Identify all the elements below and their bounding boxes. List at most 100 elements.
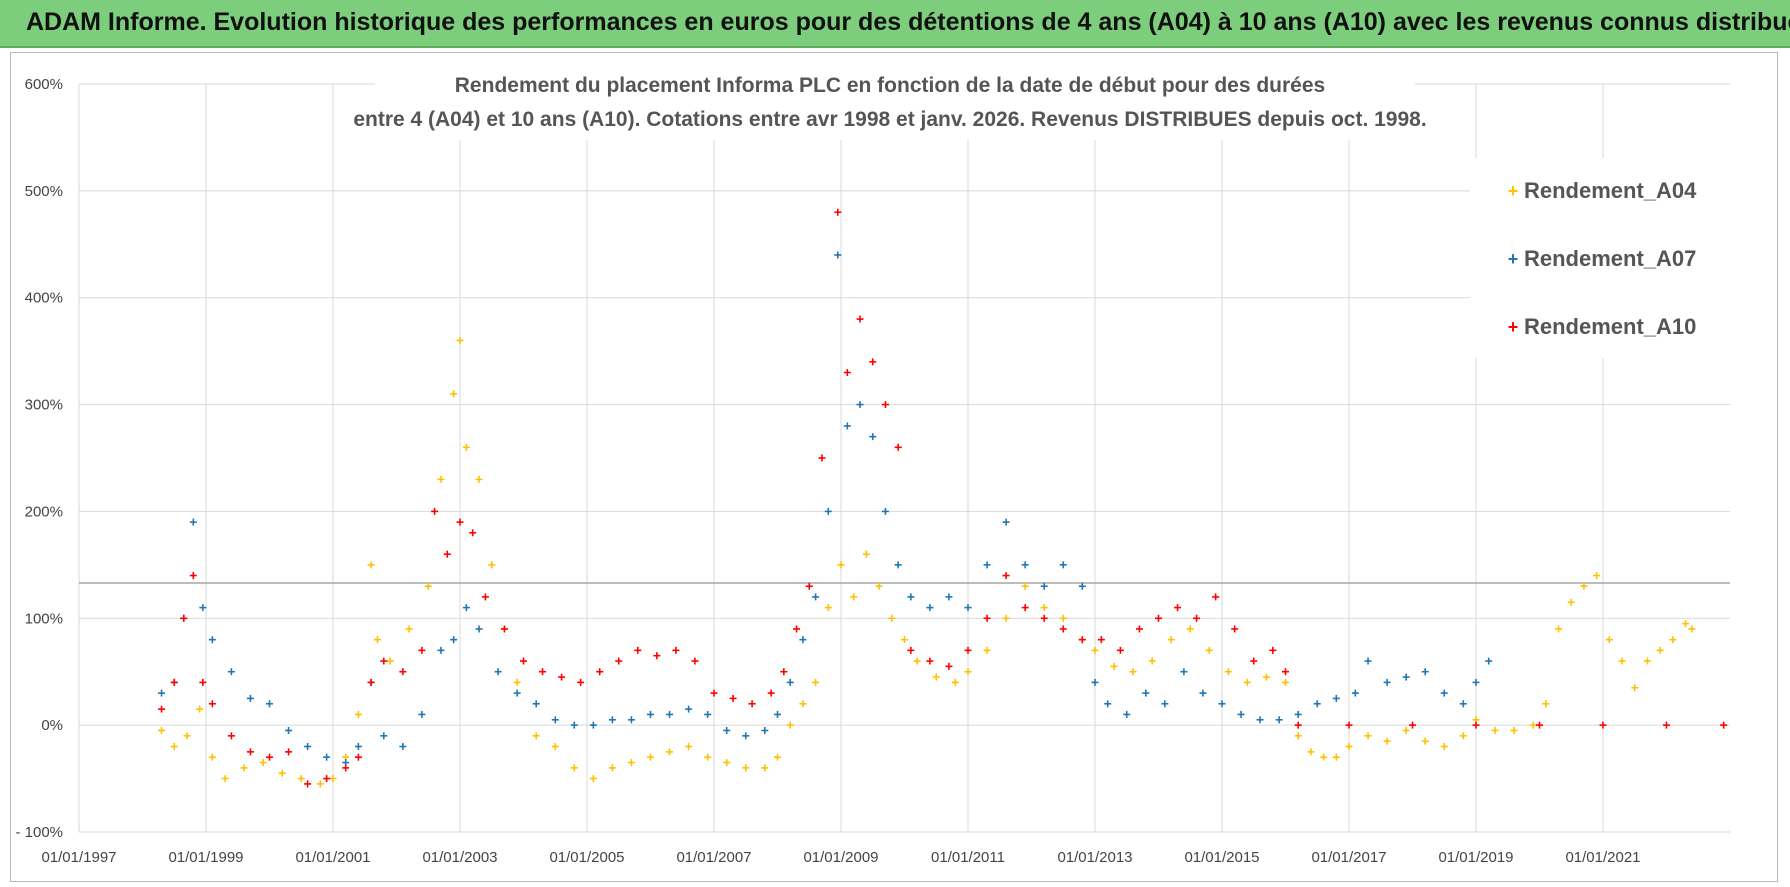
- point-rendement-a04: [1605, 636, 1613, 644]
- point-rendement-a04: [1205, 646, 1213, 654]
- point-rendement-a04: [1631, 684, 1639, 692]
- point-rendement-a07: [856, 401, 864, 409]
- axis-ticks: - 100% 0% 100% 200% 300% 400% 500% 600% 01/01/19…: [15, 76, 1640, 866]
- point-rendement-a04: [532, 732, 540, 740]
- point-rendement-a07: [1078, 582, 1086, 590]
- chart-frame: [10, 52, 1778, 882]
- point-rendement-a07: [742, 732, 750, 740]
- point-rendement-a04: [1656, 646, 1664, 654]
- point-rendement-a07: [1161, 700, 1169, 708]
- point-rendement-a10: [456, 518, 464, 526]
- point-rendement-a04: [1491, 726, 1499, 734]
- point-rendement-a07: [354, 743, 362, 751]
- point-rendement-a07: [1256, 716, 1264, 724]
- point-rendement-a04: [850, 593, 858, 601]
- point-rendement-a04: [1294, 732, 1302, 740]
- point-rendement-a07: [1021, 561, 1029, 569]
- point-rendement-a07: [208, 636, 216, 644]
- point-rendement-a07: [1218, 700, 1226, 708]
- point-rendement-a10: [1135, 625, 1143, 633]
- point-rendement-a04: [913, 657, 921, 665]
- point-rendement-a10: [1269, 646, 1277, 654]
- point-rendement-a07: [1142, 689, 1150, 697]
- point-rendement-a07: [1002, 518, 1010, 526]
- point-rendement-a10: [1294, 721, 1302, 729]
- chart-title-line1: Rendement du placement Informa PLC en fo…: [455, 74, 1325, 97]
- x-tick-label: 01/01/1999: [168, 849, 243, 866]
- point-rendement-a10: [945, 662, 953, 670]
- point-rendement-a04: [1459, 732, 1467, 740]
- point-rendement-a07: [570, 721, 578, 729]
- point-rendement-a10: [596, 668, 604, 676]
- point-rendement-a07: [1332, 694, 1340, 702]
- point-rendement-a10: [500, 625, 508, 633]
- point-rendement-a10: [577, 678, 585, 686]
- y-tick-label: - 100%: [15, 824, 63, 841]
- point-rendement-a07: [189, 518, 197, 526]
- point-rendement-a10: [793, 625, 801, 633]
- point-rendement-a07: [843, 422, 851, 430]
- point-rendement-a10: [1663, 721, 1670, 729]
- legend-marker-a04: +: [1508, 181, 1519, 201]
- point-rendement-a04: [170, 743, 178, 751]
- point-rendement-a10: [881, 401, 889, 409]
- point-rendement-a04: [824, 604, 832, 612]
- point-rendement-a07: [774, 710, 781, 718]
- point-rendement-a07: [647, 710, 654, 718]
- point-rendement-a04: [1440, 743, 1448, 751]
- point-rendement-a10: [615, 657, 623, 665]
- point-rendement-a07: [1059, 561, 1067, 569]
- point-rendement-a04: [1243, 678, 1251, 686]
- point-rendement-a04: [1021, 582, 1029, 590]
- point-rendement-a07: [964, 604, 972, 612]
- point-rendement-a10: [380, 657, 388, 665]
- point-rendement-a10: [246, 748, 254, 756]
- point-rendement-a10: [520, 657, 527, 665]
- point-rendement-a04: [1593, 572, 1601, 580]
- point-rendement-a04: [1167, 636, 1175, 644]
- point-rendement-a04: [1186, 625, 1194, 633]
- point-rendement-a10: [691, 657, 699, 665]
- point-rendement-a10: [894, 443, 902, 451]
- point-rendement-a10: [964, 646, 972, 654]
- point-rendement-a07: [627, 716, 635, 724]
- point-rendement-a04: [1224, 668, 1232, 676]
- point-rendement-a04: [1643, 657, 1651, 665]
- y-tick-label: 200%: [25, 503, 63, 520]
- point-rendement-a04: [888, 614, 896, 622]
- y-tick-label: 300%: [25, 397, 63, 414]
- point-rendement-a10: [983, 614, 991, 622]
- point-rendement-a04: [475, 475, 483, 483]
- y-tick-label: 400%: [25, 290, 63, 307]
- point-rendement-a10: [1059, 625, 1067, 633]
- grid: [78, 83, 1730, 833]
- point-rendement-a07: [475, 625, 483, 633]
- y-tick-label: 600%: [25, 76, 63, 93]
- point-rendement-a10: [443, 550, 451, 558]
- point-rendement-a07: [1091, 678, 1099, 686]
- point-rendement-a10: [1409, 721, 1416, 729]
- point-rendement-a04: [1364, 732, 1372, 740]
- point-rendement-a10: [843, 369, 851, 377]
- point-rendement-a04: [774, 753, 781, 761]
- point-rendement-a04: [1580, 582, 1588, 590]
- point-rendement-a04: [742, 764, 750, 772]
- point-rendement-a04: [1402, 726, 1410, 734]
- point-rendement-a04: [373, 636, 381, 644]
- point-rendement-a04: [1320, 753, 1328, 761]
- point-rendement-a07: [723, 726, 731, 734]
- point-rendement-a10: [342, 764, 350, 772]
- legend-label-a04: Rendement_A04: [1524, 178, 1697, 203]
- point-rendement-a07: [380, 732, 388, 740]
- point-rendement-a07: [704, 710, 712, 718]
- point-rendement-a04: [875, 582, 883, 590]
- x-tick-label: 01/01/2005: [549, 849, 624, 866]
- point-rendement-a04: [786, 721, 794, 729]
- point-rendement-a07: [1485, 657, 1493, 665]
- point-rendement-a04: [685, 743, 693, 751]
- point-rendement-a10: [1193, 614, 1201, 622]
- point-rendement-a10: [266, 753, 273, 761]
- point-rendement-a10: [418, 646, 426, 654]
- point-rendement-a04: [627, 759, 635, 767]
- point-rendement-a07: [304, 743, 312, 751]
